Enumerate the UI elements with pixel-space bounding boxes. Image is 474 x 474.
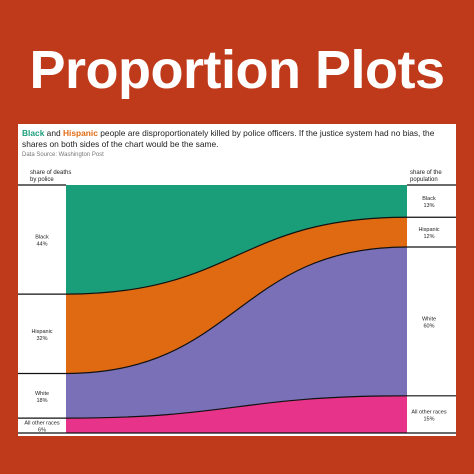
right-label-all-other-races: All other races (411, 409, 446, 415)
right-value-hispanic: 12% (423, 234, 434, 240)
right-label-hispanic: Hispanic (418, 227, 439, 233)
headline-rest: people are disproportionately killed by … (22, 128, 435, 149)
right-value-all-other-races: 15% (423, 416, 434, 422)
headline-and: and (44, 128, 63, 138)
flow-band-black (66, 185, 407, 295)
right-axis-label-line2: population (410, 177, 438, 183)
right-value-black: 13% (423, 203, 434, 209)
left-label-white: White (35, 391, 49, 397)
flow-boundary-all-other-races (65, 395, 408, 419)
left-value-hispanic: 32% (36, 336, 47, 342)
flow-band-white (66, 247, 407, 419)
page-title: Proportion Plots (29, 40, 445, 100)
right-value-white: 60% (423, 323, 434, 329)
right-label-black: Black (422, 196, 436, 202)
left-axis-label-line1: share of deaths (30, 170, 71, 176)
flow-boundary-white (65, 246, 408, 375)
headline-black: Black (22, 128, 45, 138)
left-label-all-other-races: All other races (24, 421, 59, 427)
right-label-white: White (422, 316, 436, 322)
headline-hispanic: Hispanic (63, 128, 98, 138)
left-axis-label-line2: by police (30, 177, 54, 183)
left-label-black: Black (35, 235, 49, 241)
left-value-white: 18% (36, 398, 47, 404)
flow-band-hispanic (66, 217, 407, 374)
chart-headline: Black and Hispanic people are disproport… (22, 128, 452, 149)
proportion-chart: share of deaths by police share of the p… (18, 170, 456, 434)
left-label-hispanic: Hispanic (31, 329, 52, 335)
left-value-all-other-races: 6% (38, 428, 46, 434)
data-source: Data Source: Washington Post (22, 152, 104, 158)
flow-band-all-other-races (66, 395, 407, 433)
left-value-black: 44% (36, 242, 47, 248)
chart-card: Black and Hispanic people are disproport… (18, 124, 456, 436)
flow-boundary-hispanic (65, 216, 408, 295)
right-axis-label-line1: share of the (410, 170, 442, 176)
